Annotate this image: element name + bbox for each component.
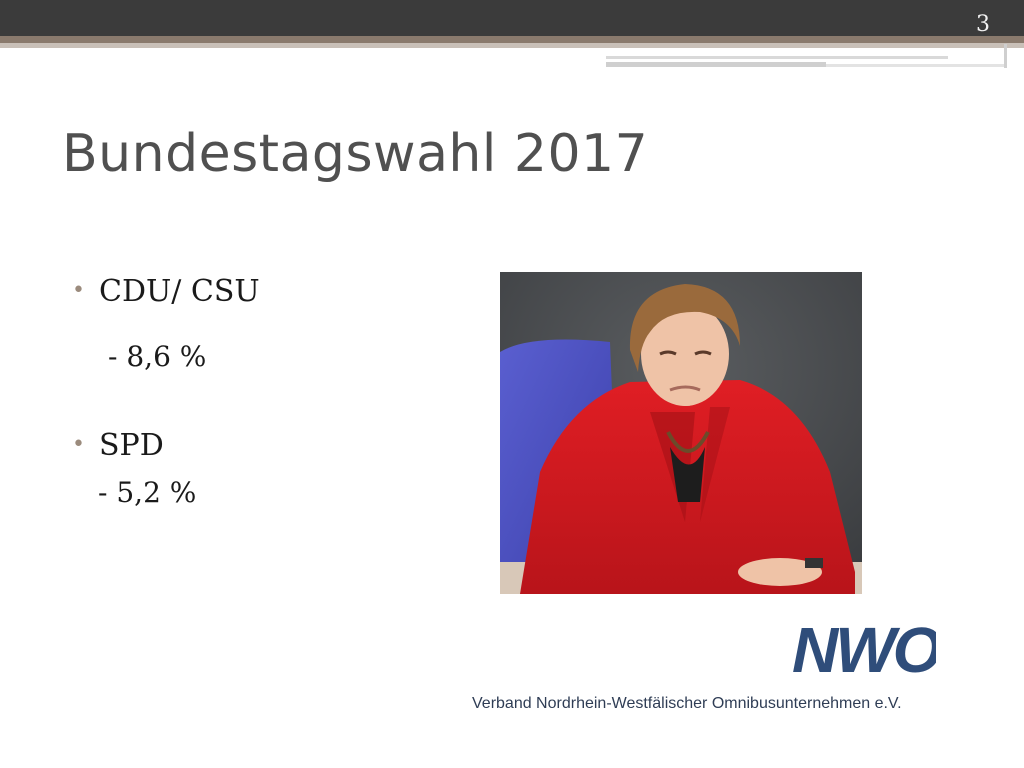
top-bar [0, 0, 1024, 36]
nwo-logo-mark: NWO [792, 614, 945, 686]
bullet-label: SPD [98, 428, 164, 463]
decorative-line [606, 62, 826, 67]
bullet-label: CDU/ CSU [98, 274, 260, 309]
bullet-change: - 8,6 % [108, 340, 207, 373]
slide-number: 3 [976, 12, 990, 37]
svg-text:NWO: NWO [792, 616, 936, 682]
bullet-dot-icon: • [72, 278, 85, 303]
association-name: Verband Nordrhein-Westfälischer Omnibusu… [472, 695, 902, 712]
bullet-item: • CDU/ CSU [72, 274, 260, 309]
photo-illustration [500, 272, 862, 594]
bullet-item: • SPD [72, 428, 164, 463]
nwo-logo: NWO [790, 614, 945, 686]
decorative-line [606, 56, 948, 59]
top-bar-stripe [0, 36, 1024, 43]
politician-photo [500, 272, 862, 594]
decorative-line [826, 64, 1006, 67]
top-bar-stripe-light [0, 43, 1024, 48]
slide-title: Bundestagswahl 2017 [62, 124, 649, 184]
decorative-line [1004, 44, 1007, 68]
bullet-change: - 5,2 % [98, 476, 197, 509]
bullet-dot-icon: • [72, 432, 85, 457]
